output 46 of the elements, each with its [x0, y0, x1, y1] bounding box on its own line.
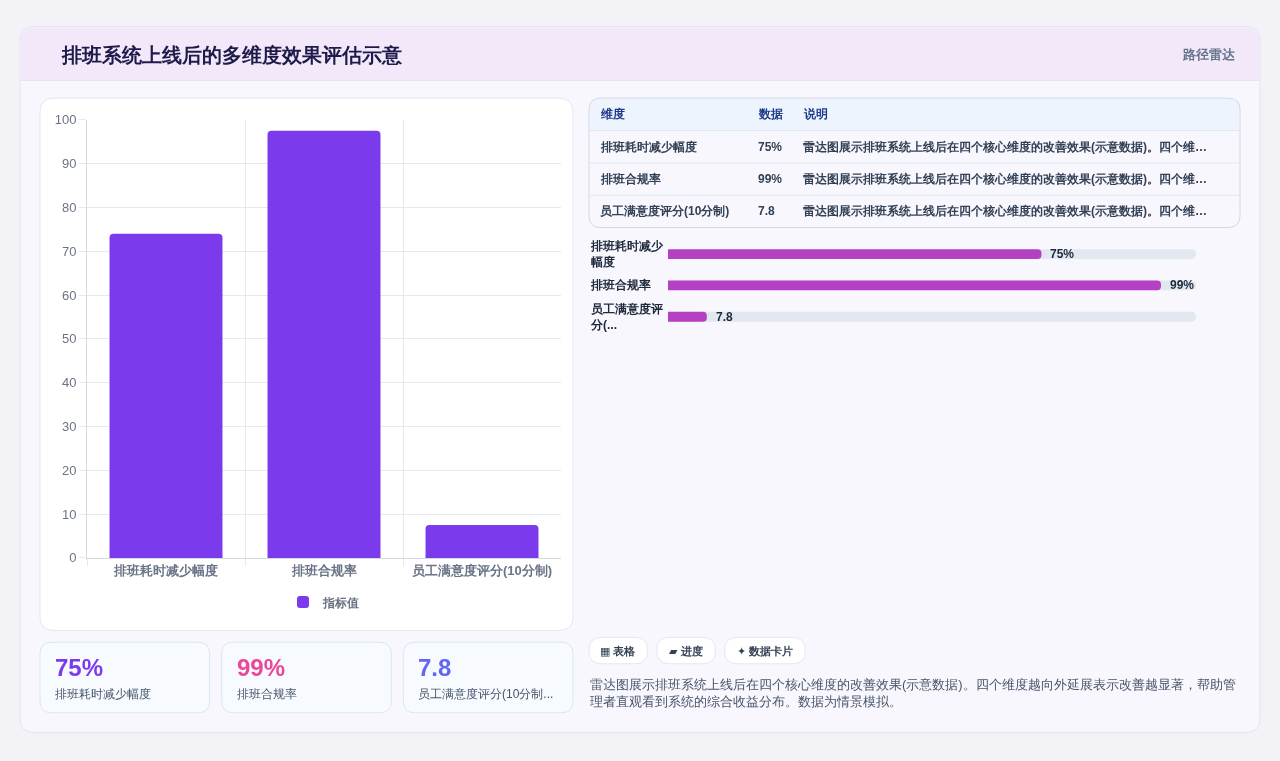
text: 雷达图展示排班系统上线后在四个核心维度的改善效果(示意数据)。四个维… — [803, 204, 1207, 218]
y-tick-label: 60 — [61, 287, 77, 303]
x-tick-label: 排班合规率 — [290, 562, 357, 578]
text: 99% — [237, 654, 286, 681]
y-tick-label: 排班合规率 — [590, 278, 651, 292]
y-tick-label: 0 — [69, 550, 77, 566]
text: 75% — [758, 140, 783, 154]
category-label: 说明 — [803, 107, 828, 121]
category-label: ▦ 表格 — [600, 645, 637, 657]
y-tick-label: 100 — [54, 112, 77, 128]
category-label: 排班合规率 — [237, 687, 297, 701]
y-tick-label: 10 — [61, 506, 77, 522]
y-tick-label: 50 — [61, 331, 77, 347]
y-tick-label: 员工满意度评分(... — [590, 302, 663, 332]
y-tick-label: 20 — [61, 462, 77, 478]
text: 排班系统上线后的多维度效果评估示意 — [61, 43, 403, 66]
x-tick-label: 排班耗时减少幅度 — [113, 562, 218, 578]
y-tick-label: 30 — [61, 419, 77, 435]
text: 7.8 — [758, 204, 775, 218]
text: 雷达图展示排班系统上线后在四个核心维度的改善效果(示意数据)。四个维… — [803, 172, 1207, 186]
bar — [425, 525, 539, 558]
category-label: 数据 — [758, 107, 783, 121]
category-label: ✦ 数据卡片 — [737, 645, 794, 657]
legend-label: 指标值 — [322, 595, 359, 610]
category-label: 维度 — [600, 107, 625, 121]
text: 75% — [55, 654, 104, 681]
category-label: ▰ 进度 — [669, 645, 703, 657]
category-label: 员工满意度评分(10分制... — [418, 687, 554, 701]
text: 员工满意度评分(10分制) — [600, 204, 730, 218]
y-tick-label: 80 — [61, 199, 77, 215]
y-tick-label: 排班耗时减少幅度 — [590, 239, 664, 269]
data-label: 99% — [1170, 278, 1195, 292]
text: 7.8 — [418, 654, 452, 681]
data-label: 7.8 — [716, 310, 734, 324]
text: 雷达图展示排班系统上线后在四个核心维度的改善效果(示意数据)。四个维… — [803, 140, 1207, 154]
x-tick-label: 员工满意度评分(10分制) — [411, 562, 553, 578]
text: 99% — [758, 172, 783, 186]
y-tick-label: 40 — [61, 375, 77, 391]
bar — [267, 130, 381, 558]
bar — [109, 233, 223, 558]
text: 雷达图展示排班系统上线后在四个核心维度的改善效果(示意数据)。四个维度越向外延展表示改善越显著，帮助管理者直观看到系统的综合收益分布。数据为情景模拟。 — [590, 677, 1236, 709]
text: 排班耗时减少幅度 — [601, 140, 697, 154]
y-tick-label: 70 — [61, 243, 77, 259]
data-label: 75% — [1050, 247, 1075, 261]
y-tick-label: 90 — [61, 156, 77, 172]
text: 路径雷达 — [1182, 47, 1236, 62]
